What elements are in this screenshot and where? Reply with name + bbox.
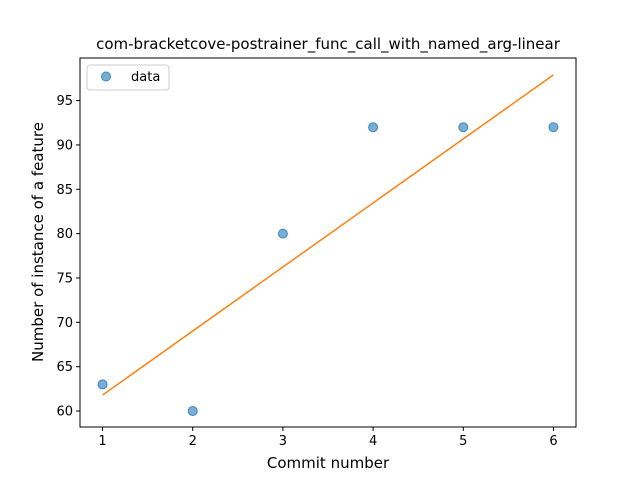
chart-title: com-bracketcove-postrainer_func_call_wit… xyxy=(96,35,561,54)
y-tick-label: 75 xyxy=(56,271,73,286)
fit-line xyxy=(102,74,554,396)
x-tick-label: 3 xyxy=(279,434,287,449)
y-tick-label: 95 xyxy=(56,94,73,109)
y-tick-label: 85 xyxy=(56,183,73,198)
y-tick-label: 90 xyxy=(56,138,73,153)
data-point xyxy=(97,379,108,390)
x-tick-label: 1 xyxy=(98,434,106,449)
legend-box xyxy=(86,64,170,91)
y-tick-label: 60 xyxy=(56,405,73,420)
y-tick-label: 70 xyxy=(56,316,73,331)
legend-label-data: data xyxy=(131,70,160,85)
data-point xyxy=(368,122,379,133)
plot-area xyxy=(97,74,559,417)
axes-frame xyxy=(79,57,577,428)
x-tick-label: 5 xyxy=(459,434,467,449)
data-point xyxy=(458,122,469,133)
y-tick-label: 65 xyxy=(56,360,73,375)
data-point xyxy=(187,406,198,417)
axis-ticks: 1 2 3 4 5 6 60 65 70 75 80 85 90 95 xyxy=(56,94,557,449)
x-tick-label: 2 xyxy=(189,434,197,449)
y-tick-label: 80 xyxy=(56,227,73,242)
y-axis-label: Number of instance of a feature xyxy=(29,122,47,362)
x-tick-label: 6 xyxy=(549,434,557,449)
x-tick-label: 4 xyxy=(369,434,377,449)
data-point xyxy=(277,228,288,239)
data-point xyxy=(548,122,559,133)
legend: data xyxy=(86,64,170,91)
x-axis-label: Commit number xyxy=(267,454,390,472)
legend-marker-data xyxy=(101,71,111,82)
